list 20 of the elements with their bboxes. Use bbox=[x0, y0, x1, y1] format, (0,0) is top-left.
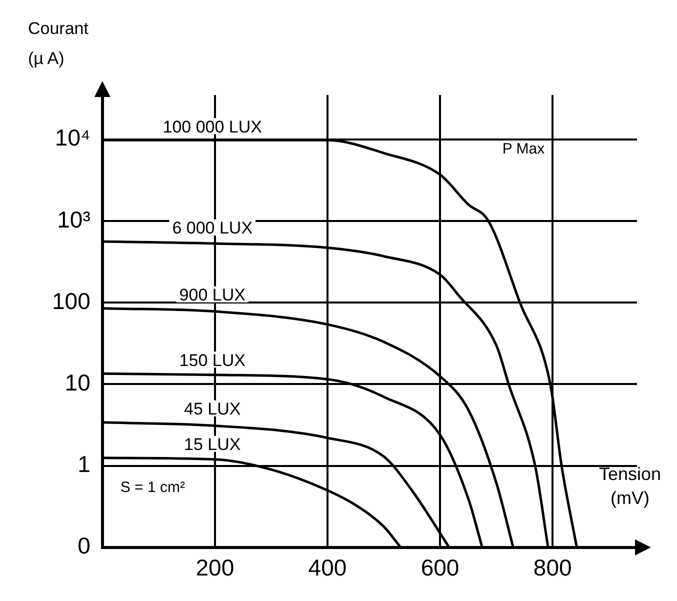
series-label: 45 LUX bbox=[184, 400, 241, 419]
x-tick-label: 800 bbox=[533, 554, 572, 581]
x-tick-label: 400 bbox=[308, 554, 347, 581]
series-label: 15 LUX bbox=[184, 435, 241, 454]
x-axis-title: Tension (mV) bbox=[598, 463, 662, 510]
y-tick-label: 10⁴ bbox=[54, 124, 90, 151]
x-tick-label: 200 bbox=[196, 554, 234, 581]
annotation: P Max bbox=[502, 140, 546, 158]
series-label: 6 000 LUX bbox=[172, 218, 253, 238]
series-label: 100 000 LUX bbox=[162, 117, 262, 136]
annotation: S = 1 cm² bbox=[120, 479, 185, 496]
y-tick-label: 0 bbox=[78, 532, 90, 559]
y-tick-label: 10³ bbox=[57, 206, 91, 232]
y-tick-label: 1 bbox=[78, 451, 90, 478]
y-tick-label: 10 bbox=[64, 370, 90, 396]
y-axis-title: Courant (µ A) bbox=[28, 18, 90, 70]
x-tick-label: 600 bbox=[420, 554, 460, 581]
y-tick-label: 100 bbox=[52, 288, 90, 314]
series-label: 150 LUX bbox=[179, 350, 246, 370]
series-label: 900 LUX bbox=[179, 286, 246, 305]
